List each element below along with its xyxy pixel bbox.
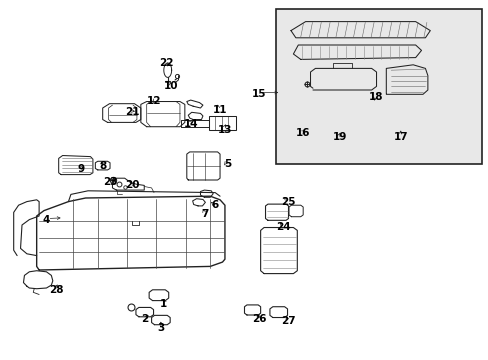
Text: 14: 14 bbox=[183, 119, 198, 129]
Text: 5: 5 bbox=[224, 159, 230, 169]
Text: 7: 7 bbox=[201, 209, 209, 219]
Text: 21: 21 bbox=[124, 107, 139, 117]
Polygon shape bbox=[163, 63, 171, 77]
Text: 24: 24 bbox=[276, 222, 290, 232]
Text: 27: 27 bbox=[281, 316, 295, 326]
Text: 8: 8 bbox=[99, 161, 106, 171]
Bar bbox=[209, 116, 236, 130]
Text: 3: 3 bbox=[158, 323, 164, 333]
Text: 11: 11 bbox=[212, 105, 227, 115]
Text: 20: 20 bbox=[124, 180, 139, 190]
Text: 2: 2 bbox=[141, 314, 147, 324]
Text: 15: 15 bbox=[251, 89, 266, 99]
Text: 17: 17 bbox=[393, 132, 407, 142]
Text: 22: 22 bbox=[159, 58, 173, 68]
Text: 23: 23 bbox=[102, 177, 117, 187]
Text: 9: 9 bbox=[77, 164, 84, 174]
Text: 16: 16 bbox=[295, 128, 310, 138]
Text: 1: 1 bbox=[160, 299, 167, 309]
Text: 28: 28 bbox=[49, 285, 63, 295]
Text: 4: 4 bbox=[42, 215, 50, 225]
Text: 25: 25 bbox=[281, 197, 295, 207]
Text: 26: 26 bbox=[251, 314, 266, 324]
Text: 13: 13 bbox=[217, 125, 232, 135]
Text: 12: 12 bbox=[146, 96, 161, 106]
Text: 19: 19 bbox=[332, 132, 346, 142]
Text: 10: 10 bbox=[163, 81, 178, 91]
Text: 18: 18 bbox=[368, 92, 383, 102]
Bar bbox=[276, 9, 481, 164]
Text: 6: 6 bbox=[211, 200, 218, 210]
